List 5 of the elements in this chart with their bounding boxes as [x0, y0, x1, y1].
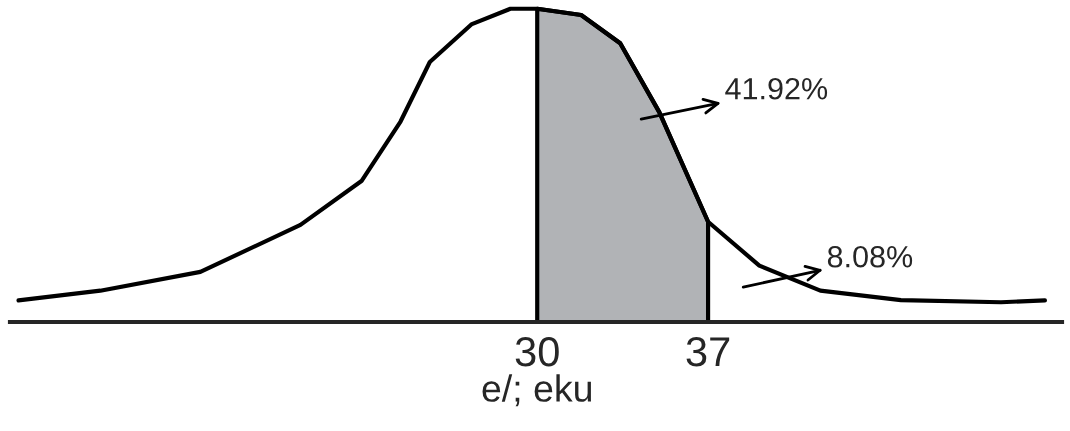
x-tick-label: 30 [515, 336, 559, 367]
annotation: 8.08% [827, 245, 913, 268]
x-axis-title: e/; eku [482, 374, 592, 407]
annotation: 41.92% [725, 77, 828, 100]
x-tick-label: 37 [686, 336, 730, 367]
